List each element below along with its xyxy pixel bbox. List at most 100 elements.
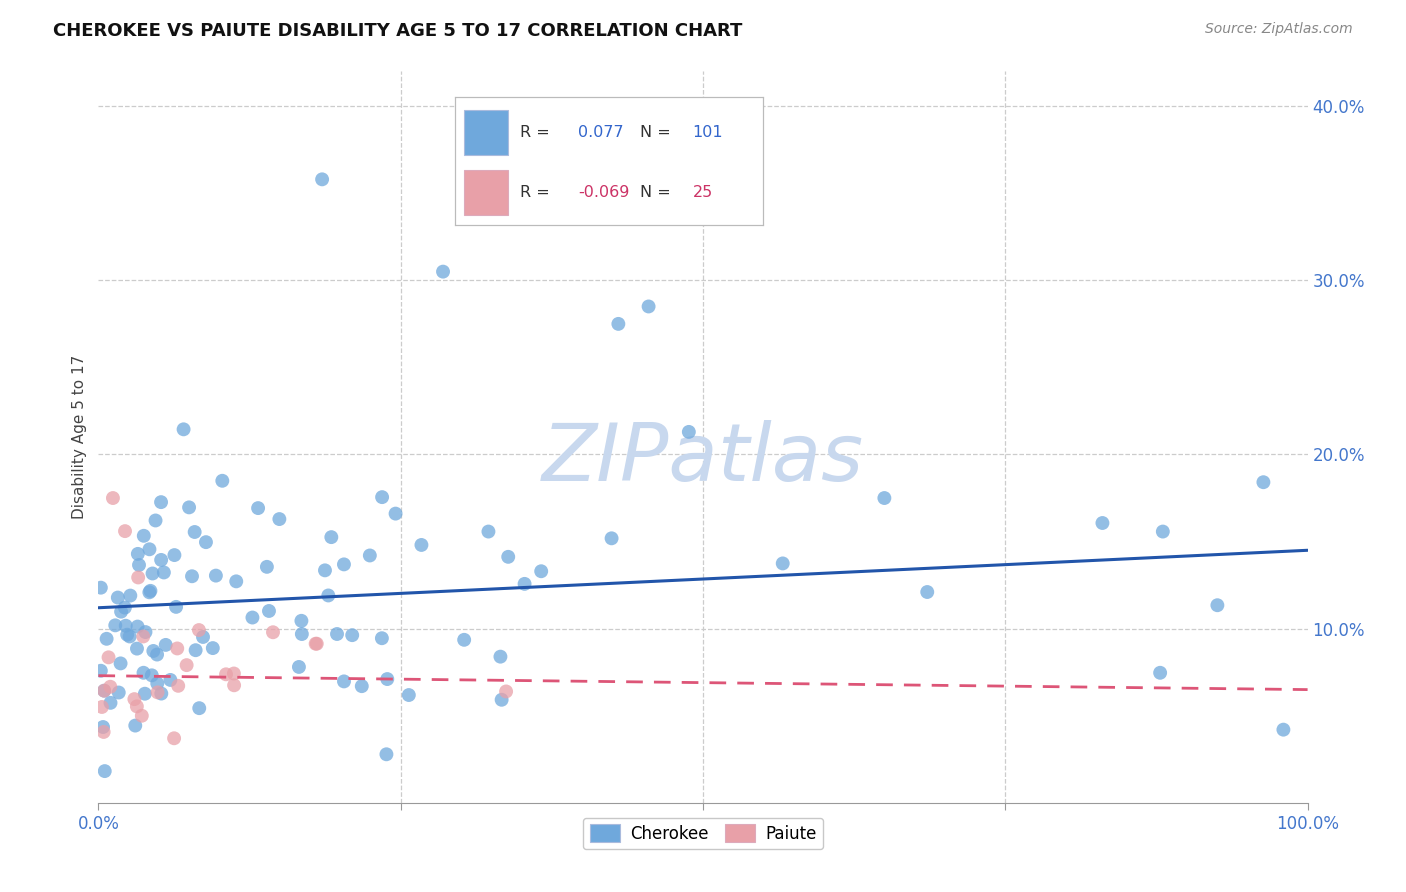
Point	[495, 684, 517, 698]
Point	[146, 648, 169, 662]
Point	[115, 628, 138, 642]
Point	[371, 490, 394, 504]
Point	[163, 548, 186, 562]
Point	[1152, 524, 1174, 539]
Point	[124, 692, 146, 706]
Point	[141, 566, 163, 581]
Point	[166, 641, 188, 656]
Point	[637, 300, 659, 314]
Point	[1272, 723, 1295, 737]
Point	[321, 530, 343, 544]
Point	[173, 422, 195, 436]
Point	[114, 600, 136, 615]
Point	[101, 491, 124, 505]
Point	[453, 632, 475, 647]
Point	[224, 678, 246, 692]
Point	[411, 538, 433, 552]
Point	[600, 531, 623, 545]
Point	[513, 577, 536, 591]
Point	[262, 625, 284, 640]
Point	[177, 500, 200, 515]
Y-axis label: Disability Age 5 to 17: Disability Age 5 to 17	[72, 355, 87, 519]
Point	[138, 542, 160, 557]
Point	[290, 614, 312, 628]
Point	[110, 605, 132, 619]
Point	[489, 649, 512, 664]
Point	[107, 591, 129, 605]
Point	[205, 568, 228, 582]
Legend: Cherokee, Paiute: Cherokee, Paiute	[583, 818, 823, 849]
Point	[167, 679, 190, 693]
Point	[305, 637, 328, 651]
Point	[90, 700, 112, 714]
Point	[138, 585, 160, 599]
Point	[107, 685, 129, 699]
Point	[141, 668, 163, 682]
Point	[91, 720, 114, 734]
Point	[222, 666, 245, 681]
Point	[127, 547, 149, 561]
Point	[176, 658, 198, 673]
Point	[772, 557, 794, 571]
Point	[165, 599, 187, 614]
Point	[375, 672, 398, 686]
Point	[432, 265, 454, 279]
Point	[305, 637, 328, 651]
Point	[139, 583, 162, 598]
Point	[134, 687, 156, 701]
Point	[104, 618, 127, 632]
Point	[142, 644, 165, 658]
Point	[183, 524, 205, 539]
Point	[90, 664, 112, 678]
Point	[257, 604, 280, 618]
Point	[150, 553, 173, 567]
Point	[269, 512, 291, 526]
Point	[98, 680, 121, 694]
Point	[375, 747, 398, 762]
Point	[607, 317, 630, 331]
Point	[159, 673, 181, 687]
Point	[318, 589, 340, 603]
Point	[371, 631, 394, 645]
Point	[145, 513, 167, 527]
Point	[97, 650, 120, 665]
Point	[146, 676, 169, 690]
Point	[187, 623, 209, 637]
Point	[359, 549, 381, 563]
Point	[188, 701, 211, 715]
Point	[333, 558, 356, 572]
Point	[163, 731, 186, 746]
Point	[131, 708, 153, 723]
Point	[311, 172, 333, 186]
Point	[477, 524, 499, 539]
Point	[340, 628, 363, 642]
Point	[194, 535, 217, 549]
Point	[350, 679, 373, 693]
Point	[181, 569, 204, 583]
Point	[96, 632, 118, 646]
Point	[127, 619, 149, 633]
Point	[384, 507, 406, 521]
Text: Source: ZipAtlas.com: Source: ZipAtlas.com	[1205, 22, 1353, 37]
Point	[201, 641, 224, 656]
Point	[678, 425, 700, 439]
Point	[491, 692, 513, 706]
Point	[530, 564, 553, 578]
Point	[93, 683, 115, 698]
Point	[291, 627, 314, 641]
Point	[153, 566, 176, 580]
Point	[94, 764, 117, 778]
Point	[184, 643, 207, 657]
Point	[150, 687, 173, 701]
Point	[127, 570, 149, 584]
Point	[114, 524, 136, 538]
Point	[125, 641, 148, 656]
Point	[398, 688, 420, 702]
Point	[134, 625, 156, 640]
Point	[118, 630, 141, 644]
Point	[1149, 665, 1171, 680]
Point	[873, 491, 896, 505]
Point	[314, 563, 336, 577]
Point	[242, 610, 264, 624]
Point	[132, 665, 155, 680]
